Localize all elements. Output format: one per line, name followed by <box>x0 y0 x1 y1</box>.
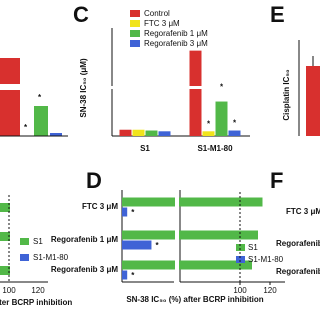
bar <box>158 131 171 136</box>
partial-bar <box>50 133 62 136</box>
legend-swatch <box>20 238 29 245</box>
bar <box>132 129 145 136</box>
significance: * <box>207 119 211 128</box>
panel-letter: F <box>270 168 283 193</box>
legend-label: Regorafenib 1 μM <box>144 29 208 38</box>
partial-bar <box>34 106 48 136</box>
star: * <box>24 123 28 132</box>
tick-label: 100 <box>2 286 16 295</box>
bar <box>122 230 258 240</box>
legend-label: S1 <box>248 243 258 252</box>
axis-label: Cisplatin IC₅₀ <box>282 69 291 121</box>
bar <box>189 50 202 136</box>
legend-label: FTC 3 μM <box>144 19 180 28</box>
legend-label: S1 <box>33 237 43 246</box>
partial-bar <box>0 58 20 136</box>
category-label: Regorafenib 3 μM <box>51 265 118 274</box>
bar <box>122 197 263 207</box>
category-label: FTC 3 μM <box>82 202 118 211</box>
legend-swatch <box>130 20 140 27</box>
axis-label: SN-38 IC₅₀ (μM) <box>79 58 88 118</box>
legend-swatch <box>130 40 140 47</box>
category-label: Regorafenib 1 μM <box>51 235 118 244</box>
significance: * <box>220 83 224 92</box>
significance: * <box>131 271 135 280</box>
legend-swatch <box>236 244 245 251</box>
significance: * <box>155 241 159 250</box>
bar <box>122 260 252 270</box>
bar <box>122 240 152 250</box>
legend-swatch <box>130 10 140 17</box>
significance: * <box>233 119 237 128</box>
legend-label: Regorafenib 3 μM <box>144 39 208 48</box>
category-label: Regorafenib 3 μM <box>276 267 320 276</box>
legend-label: S1-M1-80 <box>33 253 69 262</box>
legend-swatch <box>20 254 29 261</box>
bar <box>122 270 128 280</box>
partial-bar <box>0 203 10 212</box>
legend-swatch <box>236 256 245 263</box>
legend-swatch <box>130 30 140 37</box>
bar <box>215 101 228 136</box>
partial-bar <box>306 66 320 136</box>
axis-label: SN-38 IC₅₀ (%) after BCRP inhibition <box>126 295 263 304</box>
x-tick-label: 100 <box>233 286 247 295</box>
panel-letter: D <box>86 168 102 193</box>
category-label: Regorafenib 1 μM <box>276 239 320 248</box>
bar <box>122 207 128 217</box>
bar <box>119 129 132 136</box>
x-tick-label: S1-M1-80 <box>197 144 233 153</box>
axis-break <box>108 86 248 89</box>
axis-break <box>0 84 22 90</box>
legend-label: Control <box>144 9 170 18</box>
significance: * <box>131 208 135 217</box>
tick-label: 120 <box>31 286 45 295</box>
legend-label: S1-M1-80 <box>248 255 284 264</box>
partial-bar <box>0 232 10 241</box>
axis-break <box>175 190 179 290</box>
star: * <box>38 93 42 102</box>
x-tick-label: 120 <box>263 286 277 295</box>
partial-bar <box>0 266 10 275</box>
x-tick-label: S1 <box>140 144 150 153</box>
bar <box>202 131 215 136</box>
bar <box>145 130 158 136</box>
axis-label: after BCRP inhibition <box>0 298 72 307</box>
panel-letter: E <box>270 2 285 27</box>
category-label: FTC 3 μM <box>286 207 320 216</box>
panel-letter: C <box>73 2 89 27</box>
bar <box>228 130 241 136</box>
